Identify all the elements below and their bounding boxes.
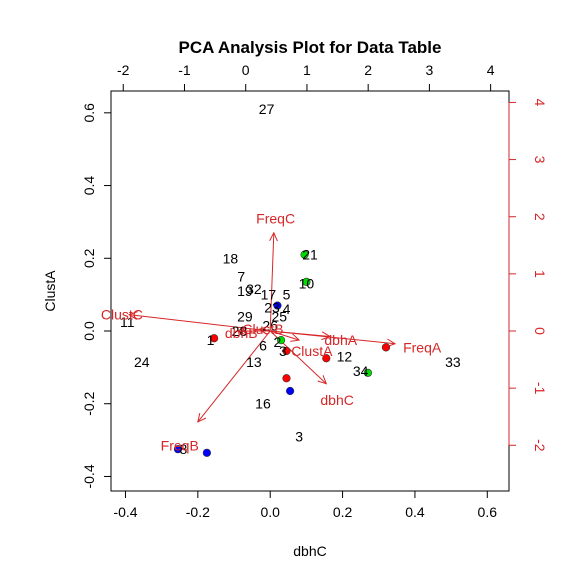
y-tick-label: -0.4 — [81, 464, 97, 488]
y-tick-label: 0.4 — [81, 176, 97, 196]
top-tick-label: 3 — [426, 62, 434, 78]
right-tick-label: 1 — [532, 270, 548, 278]
observation-label: 3 — [279, 343, 287, 359]
y-tick-label: 0.2 — [81, 248, 97, 268]
top-tick-label: -1 — [178, 62, 191, 78]
top-axis: -2 -1 0 1 2 3 4 — [117, 62, 495, 91]
loading-labels: FreqCClustCFreqAdbhAClustAdbhCFreqBdbhBC… — [101, 210, 442, 453]
top-tick-label: 4 — [487, 62, 495, 78]
x-tick-label: 0.4 — [405, 504, 425, 520]
point — [203, 449, 211, 457]
observation-label: 24 — [134, 354, 150, 370]
right-tick-label: 2 — [532, 213, 548, 221]
top-tick-label: 0 — [242, 62, 250, 78]
y-axis-label: ClustA — [42, 270, 58, 312]
observation-label: 10 — [299, 276, 315, 292]
x-tick-label: 0.2 — [333, 504, 353, 520]
loading-label: FreqC — [256, 210, 295, 226]
observation-label: 27 — [259, 101, 275, 117]
observation-label: 1 — [207, 332, 215, 348]
observation-label: 34 — [353, 363, 369, 379]
point — [382, 344, 390, 352]
observation-label: 33 — [445, 354, 461, 370]
top-tick-label: -2 — [117, 62, 130, 78]
loading-label: ClustB — [242, 321, 283, 337]
y-tick-label: 0.0 — [81, 321, 97, 341]
observation-label: 3 — [295, 428, 303, 444]
observation-label: 18 — [223, 250, 239, 266]
point — [286, 387, 294, 395]
loading-label: ClustC — [101, 307, 143, 323]
x-tick-label: 0.0 — [260, 504, 280, 520]
loading-label: FreqB — [161, 438, 199, 454]
x-tick-label: 0.6 — [478, 504, 498, 520]
observation-label: 13 — [246, 354, 262, 370]
loading-label: ClustA — [291, 343, 333, 359]
loading-label: FreqA — [403, 339, 442, 355]
y-axis: -0.4 -0.2 0.0 0.2 0.4 0.6 — [81, 103, 111, 489]
right-axis: -2 -1 0 1 2 3 4 — [509, 99, 548, 452]
x-tick-label: -0.4 — [113, 504, 137, 520]
chart-title: PCA Analysis Plot for Data Table — [179, 38, 442, 57]
observation-label: 32 — [246, 281, 262, 297]
x-axis: -0.4 -0.2 0.0 0.2 0.4 0.6 — [113, 491, 497, 520]
right-tick-label: 4 — [532, 99, 548, 107]
right-tick-label: -2 — [532, 439, 548, 452]
top-tick-label: 2 — [364, 62, 372, 78]
loading-label: dbhC — [320, 392, 353, 408]
right-tick-label: 0 — [532, 327, 548, 335]
observation-label: 6 — [259, 338, 267, 354]
right-tick-label: -1 — [532, 382, 548, 395]
observation-label: 12 — [337, 348, 353, 364]
right-tick-label: 3 — [532, 156, 548, 164]
observation-label: 16 — [255, 396, 271, 412]
x-tick-label: -0.2 — [186, 504, 210, 520]
observation-label: 21 — [302, 247, 318, 263]
x-axis-label: dbhC — [293, 543, 326, 559]
y-tick-label: -0.2 — [81, 391, 97, 415]
y-tick-label: 0.6 — [81, 103, 97, 123]
top-tick-label: 1 — [303, 62, 311, 78]
point — [283, 374, 291, 382]
